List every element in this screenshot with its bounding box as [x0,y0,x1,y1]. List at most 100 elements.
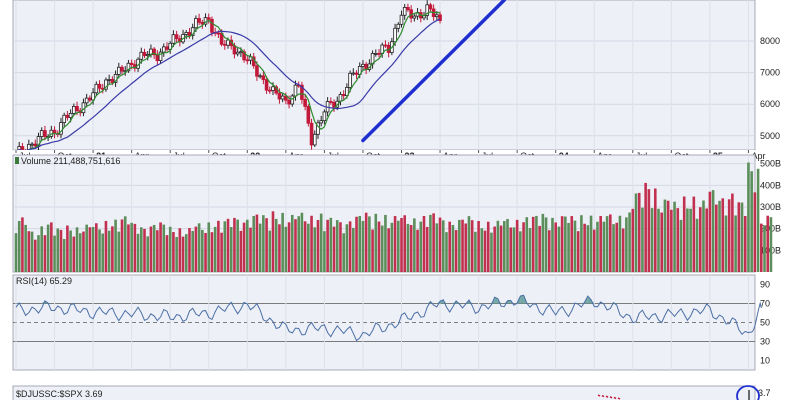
volume-bar [143,229,146,272]
price-candle [304,99,307,106]
volume-bar [291,215,294,272]
price-candle [400,15,403,24]
volume-bar [339,222,342,272]
price-candle [246,60,249,61]
volume-bar [304,221,307,272]
volume-bar [323,231,326,272]
volume-bar [603,222,606,272]
volume-bar [31,232,34,272]
price-candle [429,5,432,9]
volume-bar [362,221,365,272]
volume-bar [503,221,506,272]
volume-bar [686,208,689,272]
volume-bar [689,209,692,272]
price-candle [397,24,400,28]
volume-bar [747,163,750,272]
price-tick-label: 8000 [760,36,780,46]
price-candle [156,55,159,61]
volume-bar [326,220,329,272]
volume-bar [256,215,259,272]
price-candle [394,28,397,41]
volume-bar [410,225,413,272]
volume-bar [368,216,371,272]
volume-bar [638,193,641,272]
volume-bar [317,220,320,272]
volume-bar [551,218,554,272]
price-candle [143,52,146,55]
volume-bar [272,211,275,272]
volume-bar [63,239,66,272]
price-candle [130,63,133,64]
volume-bar [162,225,165,272]
price-candle [256,66,259,76]
volume-bar [400,218,403,272]
volume-bar [750,171,753,272]
volume-bar [124,216,127,272]
volume-bar [134,224,137,272]
volume-bar [262,215,265,272]
volume-bar [570,216,573,272]
volume-bar [660,213,663,272]
volume-bar [445,232,448,272]
volume-bar [542,214,545,272]
volume-bar [696,219,699,272]
volume-bar [709,192,712,272]
volume-bar [259,224,262,272]
volume-bar [474,232,477,272]
price-candle [111,79,114,82]
ratio-line-segment [598,395,600,396]
price-candle [34,144,37,146]
volume-tick-label: 500B [760,159,781,169]
price-candle [362,64,365,66]
volume-bar [60,230,63,272]
volume-bar [101,234,104,272]
volume-bar [766,216,769,272]
volume-bar [252,216,255,272]
volume-bar [387,228,390,272]
volume-panel: 100B200B300B400B500BVolume 211,488,751,6… [13,155,781,272]
volume-bar [73,237,76,272]
price-plot-area [13,0,755,150]
price-candle [310,123,313,145]
volume-bar [757,169,760,272]
price-candle [117,67,120,74]
volume-bar [580,215,583,272]
volume-bar [744,216,747,272]
price-candle [166,47,169,49]
volume-bar [554,222,557,272]
volume-bar [651,208,654,272]
ratio-plot-area [13,386,755,400]
volume-bar [288,222,291,272]
volume-bar [535,216,538,272]
volume-bar [574,221,577,272]
volume-bar [487,222,490,272]
volume-bar [419,222,422,272]
volume-bar [458,220,461,272]
volume-bar [770,217,773,272]
price-candle [121,67,124,71]
volume-bar [403,215,406,272]
volume-bar [477,221,480,272]
price-candle [259,76,262,77]
volume-bar [92,227,95,272]
price-candle [307,106,310,123]
volume-bar [705,208,708,272]
volume-bar [166,235,169,272]
volume-bar [307,224,310,272]
volume-bar [333,227,336,272]
price-candle [185,32,188,34]
volume-bar [497,221,500,272]
volume-bar [15,233,18,272]
price-candle [95,84,98,92]
volume-bar [728,199,731,272]
volume-bar [587,225,590,272]
volume-bar [156,230,159,272]
volume-bar [693,197,696,272]
volume-bar [490,233,493,272]
volume-bar [137,234,140,272]
volume-bar [182,237,185,272]
volume-bar [532,217,535,272]
volume-bar [336,220,339,272]
